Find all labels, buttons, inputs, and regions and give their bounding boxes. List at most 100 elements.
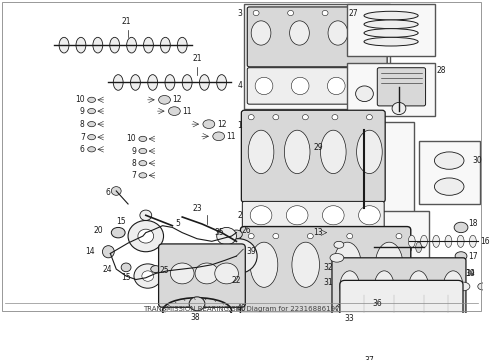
Ellipse shape (435, 152, 464, 169)
Circle shape (171, 263, 194, 284)
Ellipse shape (217, 75, 226, 90)
Ellipse shape (469, 235, 476, 247)
Ellipse shape (416, 242, 421, 253)
Circle shape (322, 10, 328, 15)
Bar (418, 141, 480, 204)
Circle shape (273, 336, 279, 341)
Circle shape (288, 10, 294, 15)
Text: 38: 38 (190, 312, 200, 321)
Text: 3: 3 (238, 9, 243, 18)
Text: 24: 24 (103, 265, 112, 274)
Text: 4: 4 (238, 81, 243, 90)
Circle shape (302, 114, 308, 120)
Circle shape (335, 221, 374, 256)
Ellipse shape (248, 130, 274, 174)
Ellipse shape (76, 37, 86, 53)
Circle shape (353, 124, 376, 145)
Text: 31: 31 (323, 278, 333, 287)
Text: 27: 27 (349, 9, 358, 18)
Ellipse shape (88, 147, 96, 152)
Ellipse shape (88, 135, 96, 140)
Text: 17: 17 (468, 252, 478, 261)
Ellipse shape (367, 21, 386, 45)
Text: 5: 5 (175, 220, 180, 229)
FancyBboxPatch shape (243, 201, 384, 229)
Ellipse shape (386, 242, 392, 253)
Text: 12: 12 (172, 95, 182, 104)
Ellipse shape (139, 148, 147, 154)
Ellipse shape (250, 242, 278, 287)
Ellipse shape (376, 242, 382, 253)
Text: 14: 14 (85, 247, 95, 256)
Text: 15: 15 (117, 217, 126, 226)
Ellipse shape (139, 173, 147, 178)
Ellipse shape (364, 20, 418, 29)
Circle shape (142, 271, 154, 281)
Ellipse shape (330, 253, 344, 262)
Circle shape (111, 186, 121, 195)
Ellipse shape (284, 130, 310, 174)
Circle shape (189, 297, 205, 311)
Ellipse shape (291, 77, 309, 95)
Text: 26: 26 (242, 225, 251, 234)
Ellipse shape (286, 206, 308, 225)
Text: 33: 33 (345, 314, 355, 323)
Circle shape (273, 234, 279, 239)
Ellipse shape (396, 242, 402, 253)
Ellipse shape (336, 304, 350, 312)
FancyBboxPatch shape (377, 68, 425, 106)
Ellipse shape (139, 161, 147, 166)
Ellipse shape (177, 37, 187, 53)
Text: 7: 7 (80, 132, 85, 141)
Text: 32: 32 (323, 263, 333, 272)
Ellipse shape (251, 21, 271, 45)
FancyBboxPatch shape (247, 7, 387, 67)
FancyBboxPatch shape (159, 244, 245, 307)
Bar (325, 122, 414, 221)
Ellipse shape (139, 136, 147, 141)
Ellipse shape (334, 242, 361, 287)
Circle shape (357, 10, 363, 15)
Ellipse shape (364, 77, 381, 95)
Ellipse shape (457, 235, 464, 247)
Ellipse shape (320, 130, 346, 174)
Ellipse shape (88, 122, 96, 127)
Text: 21: 21 (122, 17, 131, 26)
Ellipse shape (454, 222, 468, 233)
Text: 12: 12 (217, 120, 226, 129)
Ellipse shape (406, 242, 412, 253)
Circle shape (128, 220, 164, 252)
Ellipse shape (59, 37, 69, 53)
Text: 37: 37 (365, 356, 374, 360)
Circle shape (374, 304, 394, 321)
Circle shape (396, 336, 402, 341)
Ellipse shape (144, 37, 153, 53)
Ellipse shape (435, 178, 464, 195)
Circle shape (134, 264, 162, 288)
Text: 6: 6 (80, 145, 85, 154)
Text: 13: 13 (314, 228, 323, 237)
Circle shape (307, 336, 313, 341)
Circle shape (367, 114, 372, 120)
Text: 34: 34 (465, 269, 475, 278)
Circle shape (140, 210, 152, 220)
Ellipse shape (445, 235, 452, 247)
Bar (347, 4, 436, 57)
Text: 28: 28 (437, 66, 446, 75)
Circle shape (356, 86, 373, 102)
Ellipse shape (148, 75, 158, 90)
Circle shape (345, 230, 365, 247)
Ellipse shape (328, 21, 348, 45)
Text: 21: 21 (192, 54, 202, 63)
Circle shape (138, 229, 154, 243)
Text: 18: 18 (468, 220, 477, 229)
Text: 8: 8 (131, 159, 136, 168)
Ellipse shape (359, 206, 380, 225)
Ellipse shape (433, 235, 440, 247)
Ellipse shape (408, 235, 415, 247)
FancyBboxPatch shape (332, 258, 466, 315)
Text: 15: 15 (122, 273, 131, 282)
Circle shape (396, 234, 402, 239)
Ellipse shape (88, 97, 96, 103)
Ellipse shape (420, 235, 427, 247)
